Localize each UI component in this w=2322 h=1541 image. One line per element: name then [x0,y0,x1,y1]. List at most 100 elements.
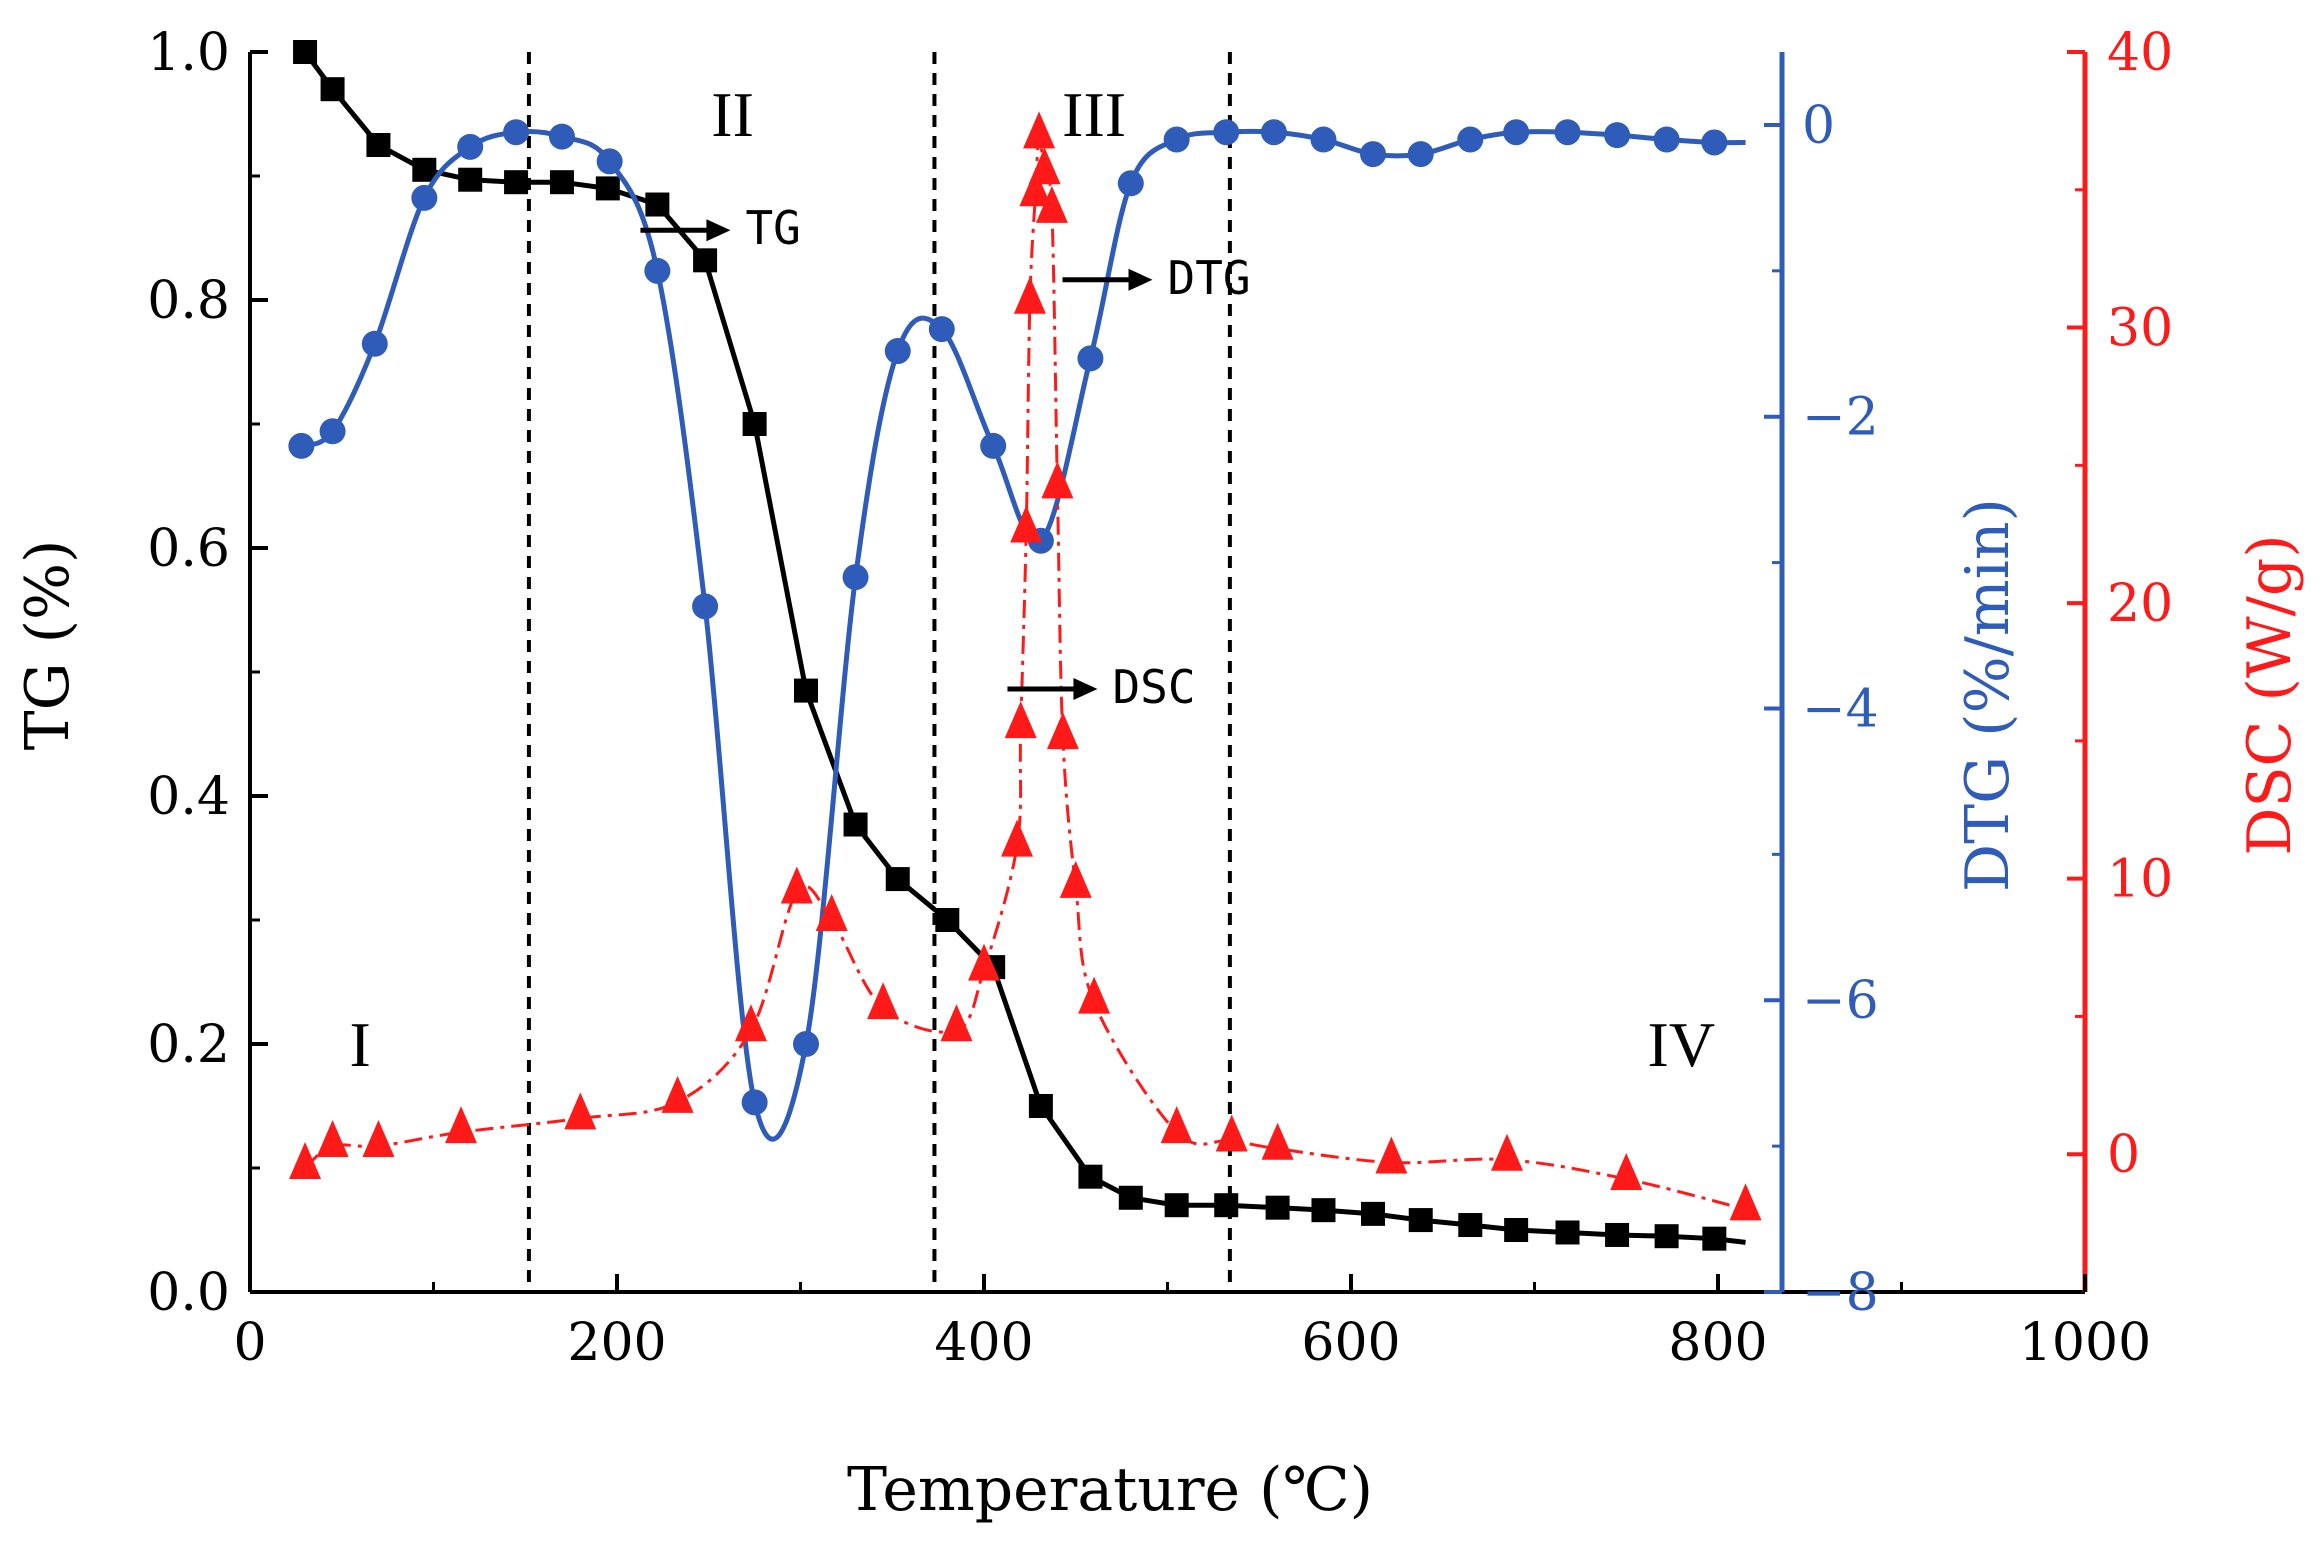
dtg-point-27 [1554,119,1581,146]
tg-tick-label-4: 0.8 [147,271,230,331]
tg-annotation: TG [745,201,800,255]
axes: 0 200 400 600 800 10000.00.20.40.60.81.00−2−4… [147,23,2173,1373]
tg-point-1 [320,77,345,102]
dsc-point-10 [940,1004,973,1042]
dtg-point-13 [884,338,911,365]
dtg-tick-label-0: 0 [1802,96,1835,156]
dtg-point-9 [692,593,719,620]
dsc-point-3 [445,1106,478,1144]
tg-point-26 [1504,1218,1529,1242]
dsc-point-6 [734,1004,767,1042]
tg-point-7 [595,176,620,201]
dtg-point-3 [411,184,438,211]
dtg-point-8 [644,257,671,284]
dsc-point-13 [1004,701,1037,739]
tg-point-12 [843,812,868,837]
dtg-point-15 [980,432,1007,459]
dsc-point-25 [1215,1114,1248,1152]
dtg-point-26 [1503,119,1530,146]
dsc-annotation: DSC [1112,660,1195,714]
dtg-point-2 [361,330,388,357]
tg-tick-label-2: 0.4 [147,767,230,827]
dsc-point-28 [1490,1133,1523,1171]
dtg-point-30 [1701,129,1728,156]
dsc-point-20 [1041,461,1074,499]
dsc-point-24 [1160,1106,1193,1144]
tg-point-24 [1408,1208,1433,1233]
dtg-point-5 [503,119,530,146]
dsc-point-29 [1610,1153,1643,1191]
tg-point-29 [1654,1224,1679,1249]
dtg-point-4 [457,133,484,160]
dtg-point-1 [319,418,346,445]
dsc-point-19 [1035,185,1068,223]
dsc-tick-label-0: 0 [2107,1125,2140,1185]
x-tick-label-1: 200 [567,1313,666,1373]
tg-tick-label-5: 1.0 [147,23,230,83]
dtg-point-29 [1653,126,1680,153]
tg-point-18 [1118,1185,1143,1210]
tg-point-20 [1214,1193,1239,1218]
dsc-point-0 [289,1142,322,1179]
tg-point-8 [645,192,670,217]
tg-point-22 [1311,1198,1336,1223]
tg-point-0 [293,40,318,64]
tg-tick-label-1: 0.2 [147,1015,230,1075]
dtg-point-17 [1077,345,1104,372]
dtg-point-11 [793,1031,820,1057]
dsc-point-27 [1375,1136,1408,1174]
tg-point-21 [1265,1195,1290,1220]
tg-point-25 [1458,1213,1483,1238]
tg-point-5 [504,170,529,195]
dsc-point-22 [1059,860,1092,898]
plot-series [288,40,1762,1251]
dtg-point-20 [1213,119,1240,146]
dsc-tick-label-4: 40 [2107,23,2173,83]
tg-point-6 [549,170,574,195]
tg-point-17 [1078,1164,1103,1189]
dtg-tick-label-3: −6 [1802,971,1879,1031]
x-tick-label-5: 1000 [2019,1313,2151,1373]
x-tick-label-3: 600 [1301,1313,1400,1373]
dtg-point-19 [1163,126,1190,153]
tg-point-27 [1555,1220,1580,1245]
region-dividers [526,52,1232,1292]
dtg-point-18 [1117,170,1144,197]
tg-point-14 [935,908,960,932]
dsc-point-8 [815,894,848,931]
dsc-point-15 [1013,276,1046,314]
dsc-point-4 [564,1092,597,1130]
x-axis-title: Temperature (℃) [847,1455,1373,1525]
x-tick-label-4: 800 [1668,1313,1767,1373]
dtg-point-7 [596,148,623,175]
dsc-point-30 [1729,1183,1762,1221]
dsc-tick-label-1: 10 [2107,850,2173,910]
dsc-point-17 [1023,111,1056,149]
tg-arrow-head [706,219,731,242]
tg-point-4 [458,167,483,192]
dsc-tick-label-3: 30 [2107,299,2173,359]
tg-point-13 [885,867,910,892]
dsc-arrow-head [1073,678,1098,700]
dtg-point-10 [741,1089,768,1116]
tg-point-3 [412,157,437,182]
dsc-point-11 [968,943,1000,981]
region-label-1: II [711,79,754,150]
tg-point-9 [693,248,718,273]
dtg-tick-label-2: −4 [1802,679,1879,739]
dtg-point-23 [1360,141,1387,168]
tg-point-23 [1361,1201,1386,1226]
x-tick-label-0: 0 [233,1313,266,1373]
dtg-tick-label-1: −2 [1802,388,1879,448]
tg-point-11 [794,678,819,703]
x-tick-label-2: 400 [934,1313,1033,1373]
region-label-0: I [349,1009,370,1080]
dsc-point-9 [867,982,900,1020]
region-label-2: III [1062,79,1126,150]
dsc-point-12 [1001,819,1034,857]
dsc-point-14 [1010,505,1043,543]
tg-point-16 [1028,1094,1053,1118]
tg-tick-label-0: 0.0 [147,1263,230,1323]
